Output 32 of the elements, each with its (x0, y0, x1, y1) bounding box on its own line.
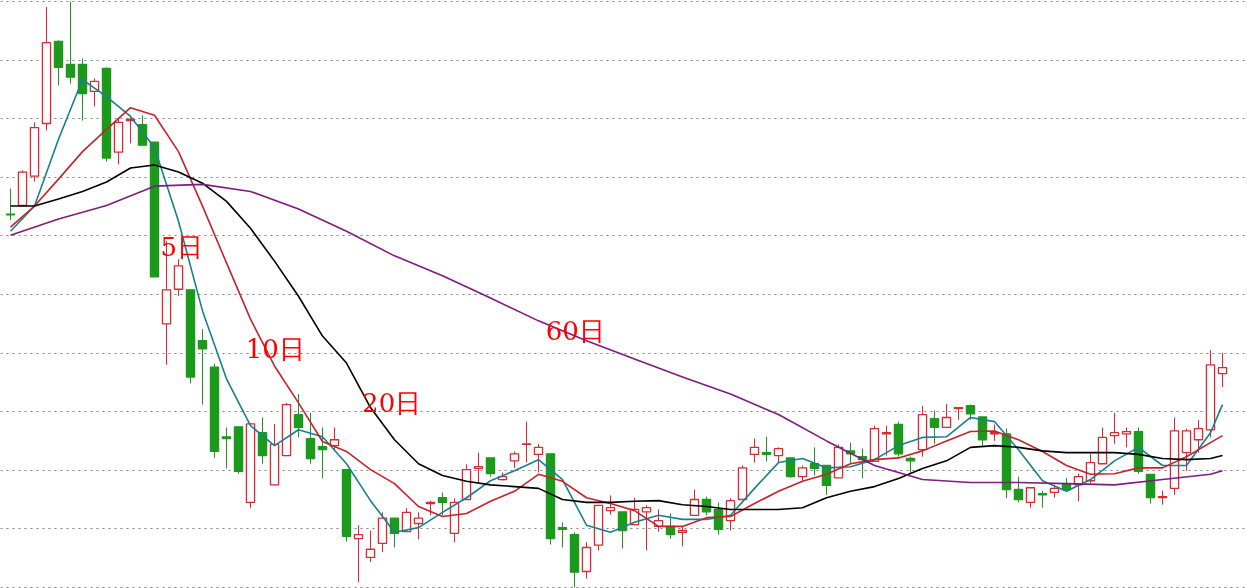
candlestick (197, 328, 208, 406)
candlestick (305, 412, 316, 465)
candlestick (677, 525, 688, 547)
candlestick (485, 457, 496, 478)
candlestick (1217, 352, 1228, 388)
candlestick (173, 258, 184, 297)
candlestick (1181, 428, 1192, 472)
candlestick (1013, 476, 1024, 503)
candlestick (1109, 412, 1120, 445)
candlestick (221, 426, 232, 469)
candlestick (1121, 426, 1132, 448)
candlestick (365, 530, 376, 563)
candlestick (1025, 487, 1036, 509)
candlestick (761, 436, 772, 462)
candlestick (353, 524, 364, 583)
candlestick (605, 494, 616, 516)
candlestick (533, 443, 544, 474)
candlestick (413, 511, 424, 540)
candlestick (293, 393, 304, 438)
candlestick (881, 425, 892, 457)
candlestick (437, 491, 448, 516)
candlestick (317, 426, 328, 479)
candlestick (557, 521, 568, 548)
candlestick (1193, 419, 1204, 454)
candlestick (749, 438, 760, 464)
candlestick (65, 1, 76, 85)
candlestick (521, 421, 532, 464)
candlestick (641, 504, 652, 551)
candlestick (941, 403, 952, 429)
candlestick (929, 409, 940, 445)
candlestick (5, 188, 16, 221)
candlestick (473, 452, 484, 483)
